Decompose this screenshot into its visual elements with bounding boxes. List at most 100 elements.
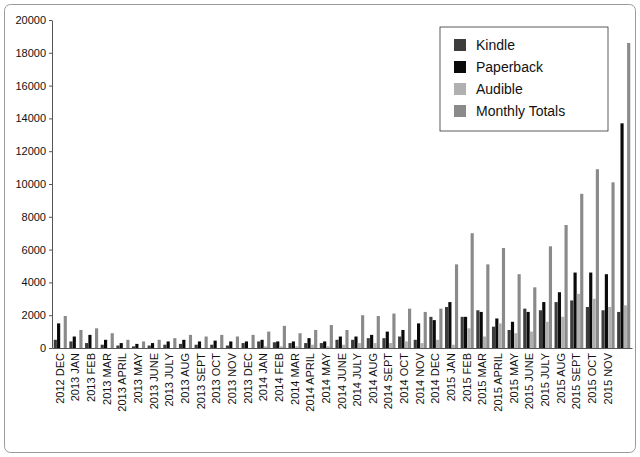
bar [514,333,517,348]
series-bars [57,123,624,348]
bar [170,348,173,349]
bar [307,338,310,348]
x-tick-label: 2015 JAN [445,353,457,401]
bar [242,343,245,348]
bar [205,337,208,348]
bar [433,320,436,348]
x-tick: 2015 JAN [445,353,457,401]
bar [233,348,236,349]
bar [518,274,521,348]
legend-entry: Kindle [454,37,515,53]
y-tick: 10000 [15,178,52,190]
x-tick-label: 2013 OCT [210,353,222,404]
y-tick: 18000 [15,47,52,59]
y-tick-label: 2000 [22,309,46,321]
x-tick: 2015 MAR [476,353,488,405]
bar [546,322,549,348]
bar [261,340,264,348]
bar [198,341,201,348]
bar [288,343,291,348]
x-tick: 2014 FEB [273,353,285,402]
x-tick-label: 2014 JAN [257,353,269,401]
bar [605,274,608,348]
x-tick: 2014 JAN [257,353,269,401]
x-tick-label: 2014 AUG [367,353,379,404]
legend-label: Audible [476,81,523,97]
y-tick-label: 10000 [15,178,46,190]
bar [574,273,577,348]
bar [508,330,511,348]
x-tick-label: 2013 NOV [226,352,238,404]
bar [85,343,88,348]
x-tick: 2014 JULY [351,352,363,406]
bar [495,318,498,348]
bar [620,123,623,348]
bar [354,337,357,348]
x-tick-label: 2014 JULY [351,352,363,406]
x-tick-label: 2015 AUG [555,353,567,404]
y-tick-label: 14000 [15,112,46,124]
x-tick: 2013 NOV [226,352,238,404]
bar [589,273,592,348]
bar [283,326,286,348]
y-tick-label: 20000 [15,14,46,26]
bar [417,323,420,348]
bar [298,333,301,348]
bar [351,340,354,348]
bar [295,346,298,348]
bar [511,322,514,348]
bar [116,346,119,348]
bar [311,345,314,348]
x-tick: 2013 SEPT [195,353,207,410]
bar [292,341,295,348]
legend-entry: Monthly Totals [454,103,565,119]
x-tick-label: 2015 MAY [508,352,520,403]
bar [264,346,267,348]
x-tick: 2015 APRIL [492,353,504,412]
x-tick-label: 2014 OCT [398,353,410,404]
x-tick-label: 2014 DEC [429,353,441,404]
x-tick: 2014 JUNE [336,353,348,409]
bar [257,341,260,348]
x-tick-label: 2015 MAR [476,353,488,405]
y-tick: 4000 [22,276,52,288]
y-tick: 0 [40,342,52,354]
legend-swatch [454,39,466,51]
bar [229,341,232,348]
bar [179,344,182,348]
bar [601,310,604,348]
x-tick: 2014 AUG [367,353,379,404]
y-tick-label: 6000 [22,244,46,256]
x-tick-label: 2013 DEC [242,353,254,404]
y-tick: 2000 [22,309,52,321]
bar [201,348,204,349]
x-tick: 2014 MAR [289,353,301,405]
bar [101,345,104,348]
x-tick-label: 2013 JULY [163,352,175,406]
x-tick: 2015 FEB [461,353,473,402]
x-tick-label: 2014 MAR [289,353,301,405]
bar [549,246,552,348]
bar [323,341,326,348]
y-tick: 14000 [15,112,52,124]
bar [539,310,542,348]
bar [558,292,561,348]
bar [330,325,333,348]
bar [182,340,185,348]
legend-label: Paperback [476,59,544,75]
bar [439,309,442,348]
bar [502,248,505,348]
bar [405,341,408,348]
bar [424,312,427,348]
bar [499,323,502,348]
bar [596,169,599,348]
legend-label: Monthly Totals [476,103,565,119]
x-tick: 2014 DEC [429,353,441,404]
y-tick-mark [49,20,52,21]
bar [448,302,451,348]
x-tick: 2013 DEC [242,353,254,404]
y-tick-label: 12000 [15,145,46,157]
x-tick: 2013 JULY [163,352,175,406]
x-tick: 2013 MAR [101,353,113,405]
bar [358,343,361,348]
